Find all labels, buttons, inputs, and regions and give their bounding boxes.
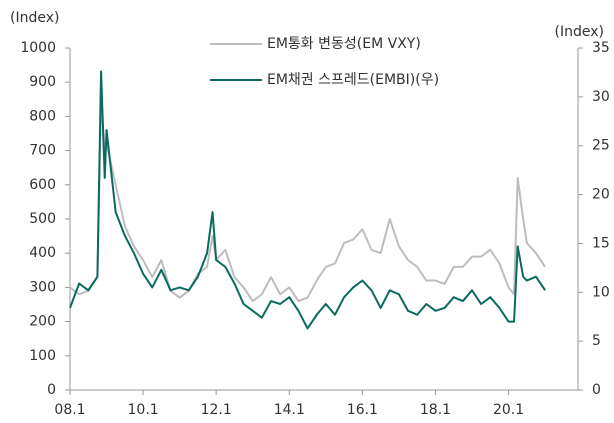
y-tick-label: 800 [29, 108, 56, 124]
y-tick-label: 0 [47, 382, 56, 398]
x-tick-label: 14.1 [274, 402, 305, 418]
y-tick-label: 700 [29, 143, 56, 159]
y2-tick-label: 35 [592, 40, 610, 56]
y2-axis-label: (Index) [555, 24, 604, 40]
x-tick-label: 08.1 [54, 402, 85, 418]
y2-tick-label: 30 [592, 89, 610, 105]
y-axis-label: (Index) [10, 10, 59, 26]
y2-tick-label: 25 [592, 138, 610, 154]
y-tick-label: 1000 [20, 40, 56, 56]
y2-tick-label: 20 [592, 187, 610, 203]
y-tick-label: 200 [29, 314, 56, 330]
legend-label: EM통화 변동성(EM VXY) [267, 36, 421, 52]
y-tick-label: 100 [29, 348, 56, 364]
x-tick-label: 10.1 [128, 402, 159, 418]
y-tick-label: 400 [29, 245, 56, 261]
y2-tick-label: 10 [592, 284, 610, 300]
x-tick-label: 16.1 [347, 402, 378, 418]
y2-tick-label: 15 [592, 235, 610, 251]
x-tick-label: 18.1 [420, 402, 451, 418]
series-line [69, 70, 546, 330]
y-tick-label: 600 [29, 177, 56, 193]
y-tick-label: 300 [29, 279, 56, 295]
x-tick-label: 20.1 [493, 402, 524, 418]
y-tick-label: 900 [29, 74, 56, 90]
y2-tick-label: 0 [592, 382, 601, 398]
legend-label: EM채권 스프레드(EMBI)(우) [267, 72, 439, 88]
series-line [69, 98, 546, 303]
y2-tick-label: 5 [592, 333, 601, 349]
x-tick-label: 12.1 [201, 402, 232, 418]
y-tick-label: 500 [29, 211, 56, 227]
